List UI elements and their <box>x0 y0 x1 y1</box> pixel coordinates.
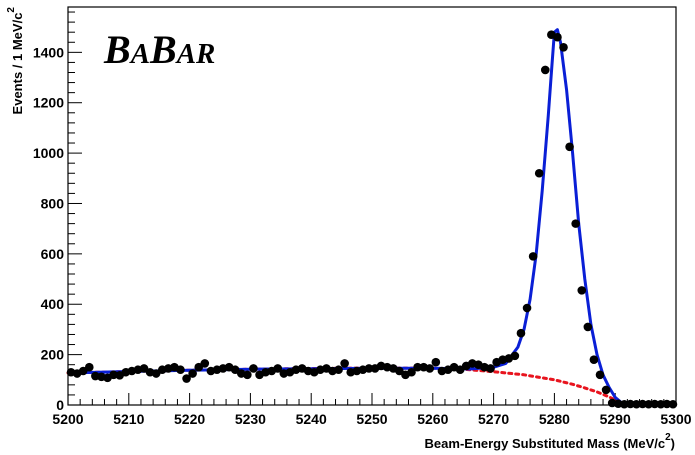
data-point <box>571 219 580 228</box>
data-point <box>534 168 544 178</box>
logo-part-3: B <box>149 27 177 72</box>
x-axis-title-tail: ) <box>671 436 675 451</box>
y-tick-label: 600 <box>41 246 65 262</box>
data-point <box>407 367 416 377</box>
y-tick-label: 1400 <box>33 44 64 60</box>
data-point <box>510 351 520 361</box>
x-axis-title-main: Beam-Energy Substituted Mass (MeV/c <box>425 436 666 451</box>
x-axis-ticks: 5200 5210 5220 5230 5240 5250 5260 5270 5280 5290… <box>52 393 692 427</box>
x-tick-label: 5290 <box>600 411 631 427</box>
data-point <box>182 374 191 383</box>
data-point <box>644 399 653 409</box>
data-point <box>632 399 641 409</box>
data-point <box>638 399 647 409</box>
data-point <box>583 322 593 332</box>
data-point <box>656 399 666 409</box>
data-point <box>176 365 185 375</box>
data-point <box>431 357 441 367</box>
data-point <box>620 399 629 409</box>
data-point <box>540 65 550 75</box>
data-point <box>249 364 258 373</box>
x-tick-label: 5280 <box>539 411 570 427</box>
data-point <box>425 364 435 373</box>
data-point <box>559 43 568 52</box>
y-tick-label: 0 <box>56 397 64 413</box>
y-axis-ticks: 0 200 400 600 800 1000 1200 1400 <box>33 11 82 413</box>
x-tick-label: 5200 <box>52 411 83 427</box>
y-tick-label: 1000 <box>33 145 64 161</box>
data-point <box>188 369 197 378</box>
data-point <box>668 399 678 409</box>
data-point <box>601 385 611 395</box>
data-point <box>650 399 660 409</box>
x-tick-label: 5270 <box>478 411 509 427</box>
logo-part-2: A <box>129 38 150 70</box>
x-tick-label: 5250 <box>356 411 387 427</box>
data-points <box>66 30 678 409</box>
data-point <box>522 303 532 313</box>
x-axis-title-sup: 2 <box>665 432 671 443</box>
data-point <box>340 359 349 368</box>
data-point <box>334 365 343 375</box>
data-point <box>577 286 587 295</box>
logo-part-1: B <box>103 27 131 72</box>
x-tick-label: 5210 <box>113 411 144 427</box>
data-point <box>516 328 526 338</box>
x-tick-label: 5260 <box>417 411 448 427</box>
x-tick-label: 5220 <box>174 411 205 427</box>
babar-logo: BABAR <box>103 27 215 72</box>
data-point <box>565 142 574 152</box>
data-point <box>413 362 422 372</box>
data-point <box>626 399 635 409</box>
data-point <box>528 252 538 261</box>
data-point <box>553 32 562 42</box>
y-tick-label: 200 <box>41 347 65 363</box>
fit-curve-line <box>67 28 677 406</box>
data-point <box>662 399 672 409</box>
y-axis-title-main: Events / 1 MeV/c <box>10 13 25 115</box>
y-tick-label: 800 <box>41 195 65 211</box>
x-tick-label: 5240 <box>296 411 327 427</box>
logo-part-4: AR <box>175 38 216 70</box>
fit-curve <box>67 28 677 406</box>
data-point <box>364 364 374 373</box>
data-point <box>486 364 495 373</box>
data-point <box>595 370 605 380</box>
x-tick-label: 5300 <box>660 411 691 427</box>
data-point <box>273 364 283 373</box>
y-tick-label: 1200 <box>33 95 64 111</box>
y-axis-title-sup: 2 <box>6 7 17 13</box>
data-point <box>589 355 599 364</box>
x-axis-title: Beam-Energy Substituted Mass (MeV/c2) <box>425 432 675 451</box>
x-tick-label: 5230 <box>235 411 266 427</box>
y-tick-label: 400 <box>41 296 65 312</box>
data-point <box>243 370 252 380</box>
y-axis-title: Events / 1 MeV/c2 <box>6 7 25 115</box>
data-point <box>200 359 210 368</box>
data-point <box>84 362 94 372</box>
